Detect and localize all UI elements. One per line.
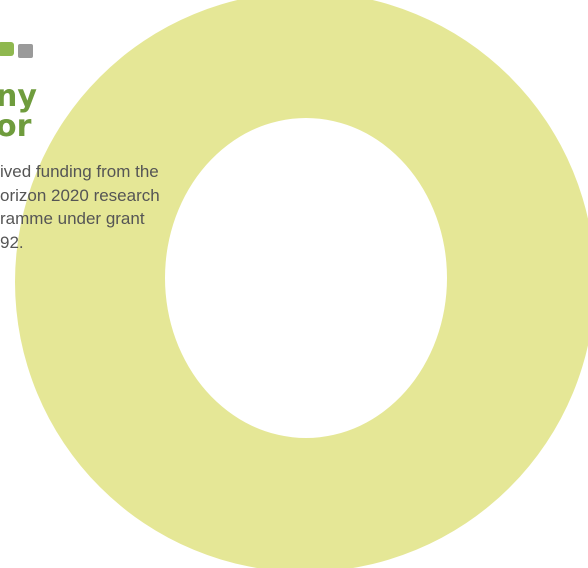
logo-text: or (0, 109, 32, 144)
logo-leaf (0, 42, 14, 56)
funding-line: orizon 2020 research (0, 185, 160, 205)
funding-line: 92. (0, 232, 24, 252)
logo-square (18, 44, 33, 58)
funding-note: ived funding from the orizon 2020 resear… (0, 160, 160, 254)
logo-text: ny (0, 79, 37, 114)
funding-line: ived funding from the (0, 162, 159, 181)
funding-line: ramme under grant (0, 209, 145, 228)
donut (15, 0, 588, 568)
